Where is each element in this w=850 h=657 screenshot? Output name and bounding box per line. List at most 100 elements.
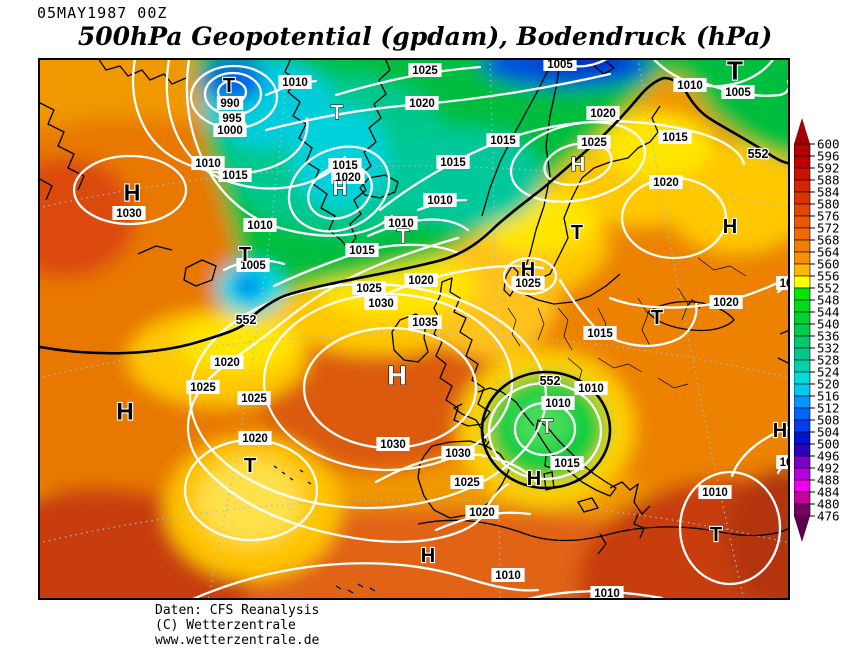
- colorbar-box: [793, 431, 811, 445]
- map-panel: 990 995 1000 1010 1015 1010 1030 1010 1025 1020 10…: [38, 58, 790, 600]
- colorbar-box: [793, 347, 811, 361]
- isobar-label: 1015: [328, 158, 362, 172]
- map-datetime: 05MAY1987 00Z: [37, 4, 168, 22]
- colorbar-box: [793, 299, 811, 313]
- svg-text:1025: 1025: [454, 477, 480, 489]
- colorbar-value: 544: [817, 305, 840, 320]
- isobar-label: 995: [218, 111, 246, 125]
- isobar-label: 1010: [243, 218, 277, 232]
- isobar-label: 1010: [698, 485, 732, 499]
- colorbar-value: 564: [817, 245, 840, 260]
- isobar-label: 1025: [511, 276, 545, 290]
- colorbar-value: 528: [817, 353, 840, 368]
- colorbar-value: 488: [817, 473, 840, 488]
- colorbar-box: [793, 455, 811, 469]
- colorbar-box: [793, 311, 811, 325]
- isobar-label: 10: [776, 276, 790, 290]
- svg-text:1015: 1015: [440, 157, 466, 169]
- colorbar-box: [793, 263, 811, 277]
- isobar-label: 1025: [186, 380, 220, 394]
- isobar-label: 1020: [210, 355, 244, 369]
- svg-text:1025: 1025: [356, 283, 382, 295]
- colorbar-value: 596: [817, 149, 840, 164]
- svg-text:1010: 1010: [195, 158, 221, 170]
- isobar-label: 1030: [441, 446, 475, 460]
- colorbar-box: [793, 239, 811, 253]
- svg-text:990: 990: [220, 98, 239, 110]
- isobar-label: 1010: [491, 568, 525, 582]
- svg-text:1020: 1020: [409, 98, 435, 110]
- svg-text:1020: 1020: [469, 507, 495, 519]
- colorbar-value: 496: [817, 449, 840, 464]
- isobar-label: 1035: [408, 315, 442, 329]
- colorbar-value: 480: [817, 497, 840, 512]
- svg-text:1010: 1010: [578, 383, 604, 395]
- isobar-label: 1010: [278, 75, 312, 89]
- svg-text:1010: 1010: [282, 77, 308, 89]
- isobar-label: 1010: [673, 78, 707, 92]
- svg-text:1015: 1015: [349, 245, 375, 257]
- svg-text:1025: 1025: [515, 278, 541, 290]
- height-contour-label: 552: [236, 313, 257, 327]
- colorbar-box: [793, 479, 811, 493]
- colorbar-value: 588: [817, 173, 840, 188]
- svg-text:1015: 1015: [222, 170, 248, 182]
- colorbar-value: 600: [817, 137, 840, 152]
- pressure-center-high: H: [723, 216, 737, 238]
- isobar-label: 1010: [574, 381, 608, 395]
- isobar-label: 1020: [649, 175, 683, 189]
- pressure-center-high: H: [527, 468, 541, 490]
- pressure-center-low: T: [571, 222, 583, 244]
- svg-text:1010: 1010: [427, 195, 453, 207]
- svg-text:1020: 1020: [713, 297, 739, 309]
- isobar-label: 1010: [191, 156, 225, 170]
- isobar-label: 990: [216, 96, 244, 110]
- colorbar-box: [793, 143, 811, 157]
- svg-text:10: 10: [780, 278, 790, 290]
- isobar-label: 1020: [404, 273, 438, 287]
- colorbar-value: 524: [817, 365, 840, 380]
- colorbar-box: [793, 167, 811, 181]
- isobar-label: 1030: [112, 206, 146, 220]
- colorbar-value: 532: [817, 341, 840, 356]
- colorbar-value: 484: [817, 485, 840, 500]
- colorbar: 600 596 592 588 584 580 576 572 568 564 560 556 552 5…: [793, 116, 850, 558]
- svg-text:1035: 1035: [412, 317, 438, 329]
- isobar-label: 1000: [213, 123, 247, 137]
- isobar-label: 1025: [408, 63, 442, 77]
- footer-data-source: Daten: CFS Reanalysis: [155, 603, 320, 618]
- isobar-label: 1015: [436, 155, 470, 169]
- map-labels: 9909951000101010151010103010101025102010…: [112, 58, 790, 600]
- svg-text:1015: 1015: [332, 160, 358, 172]
- pressure-center-low: T: [541, 416, 553, 438]
- height-contour-label: 552: [748, 147, 769, 161]
- colorbar-box: [793, 359, 811, 373]
- isobar-label: 1025: [352, 281, 386, 295]
- country-borders: [507, 257, 747, 389]
- colorbar-value: 540: [817, 317, 840, 332]
- colorbar-box: [793, 335, 811, 349]
- isobar-label: 1030: [364, 296, 398, 310]
- isobar-label: 1015: [486, 133, 520, 147]
- colorbar-value: 492: [817, 461, 840, 476]
- colorbar-value: 512: [817, 401, 840, 416]
- isobar-label: 1005: [721, 85, 755, 99]
- svg-text:1005: 1005: [725, 87, 751, 99]
- svg-text:1020: 1020: [408, 275, 434, 287]
- colorbar-value: 520: [817, 377, 840, 392]
- colorbar-scale: 6005965925885845805765725685645605565525…: [793, 118, 840, 542]
- svg-text:1010: 1010: [545, 398, 571, 410]
- height-contour-label: 552: [540, 374, 561, 388]
- weather-map: 9909951000101010151010103010101025102010…: [38, 58, 790, 600]
- colorbar-value: 552: [817, 281, 840, 296]
- colorbar-value: 548: [817, 293, 840, 308]
- colorbar-value: 580: [817, 197, 840, 212]
- pressure-center-low: T: [397, 226, 409, 248]
- pressure-center-low: T: [239, 244, 251, 266]
- pressure-center-low: T: [331, 102, 343, 124]
- pressure-center-high: H: [333, 178, 347, 200]
- isobar-label: 1015: [583, 326, 617, 340]
- svg-text:1030: 1030: [445, 448, 471, 460]
- svg-text:1010: 1010: [677, 80, 703, 92]
